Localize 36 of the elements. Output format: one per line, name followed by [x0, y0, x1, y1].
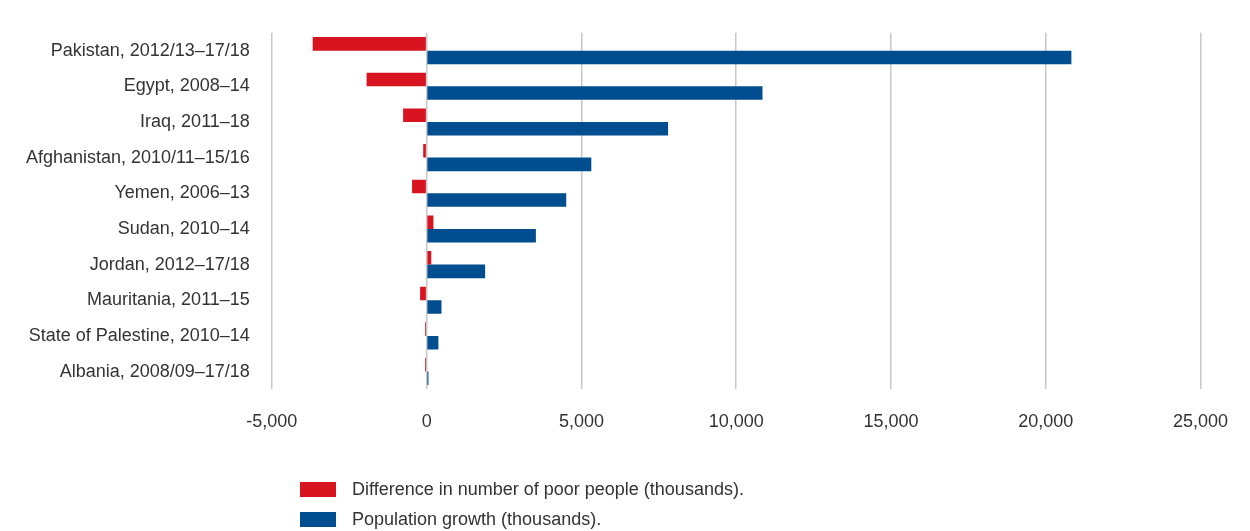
bar: [427, 121, 669, 136]
bar: [312, 37, 426, 51]
y-tick-label: Jordan, 2012–17/18: [89, 253, 250, 274]
bar: [423, 144, 426, 158]
bar: [366, 72, 426, 87]
bar: [427, 50, 1072, 65]
legend-label: Difference in number of poor people (thousands).: [352, 478, 744, 500]
bar: [427, 193, 567, 207]
bar: [427, 86, 763, 100]
y-tick-label: Iraq, 2011–18: [140, 110, 250, 131]
bar: [427, 264, 486, 279]
bar: [427, 251, 432, 265]
bar: [427, 300, 442, 314]
y-tick-label: Afghanistan, 2010/11–15/16: [26, 146, 250, 167]
y-tick-label: Albania, 2008/09–17/18: [59, 360, 250, 381]
legend-label: Population growth (thousands).: [352, 508, 602, 530]
bar: [427, 215, 434, 229]
y-tick-label: State of Palestine, 2010–14: [28, 324, 250, 345]
bar: [403, 108, 426, 122]
y-tick-label: Egypt, 2008–14: [123, 75, 250, 96]
bar: [427, 228, 536, 243]
bar: [412, 179, 426, 194]
x-tick-label: 5,000: [558, 411, 604, 432]
y-tick-label: Sudan, 2010–14: [117, 217, 250, 238]
x-tick-label: -5,000: [246, 411, 298, 432]
x-tick-label: 10,000: [708, 411, 764, 432]
y-tick-label: Yemen, 2006–13: [114, 182, 250, 203]
x-tick-label: 0: [421, 411, 432, 432]
x-tick-label: 25,000: [1172, 411, 1228, 432]
y-tick-label: Mauritania, 2011–15: [87, 289, 250, 310]
x-tick-label: 15,000: [863, 411, 919, 432]
bar: [420, 286, 426, 301]
bar: [427, 157, 592, 172]
bar: [427, 335, 439, 350]
x-tick-label: 20,000: [1018, 411, 1074, 432]
y-tick-label: Pakistan, 2012/13–17/18: [50, 39, 250, 60]
